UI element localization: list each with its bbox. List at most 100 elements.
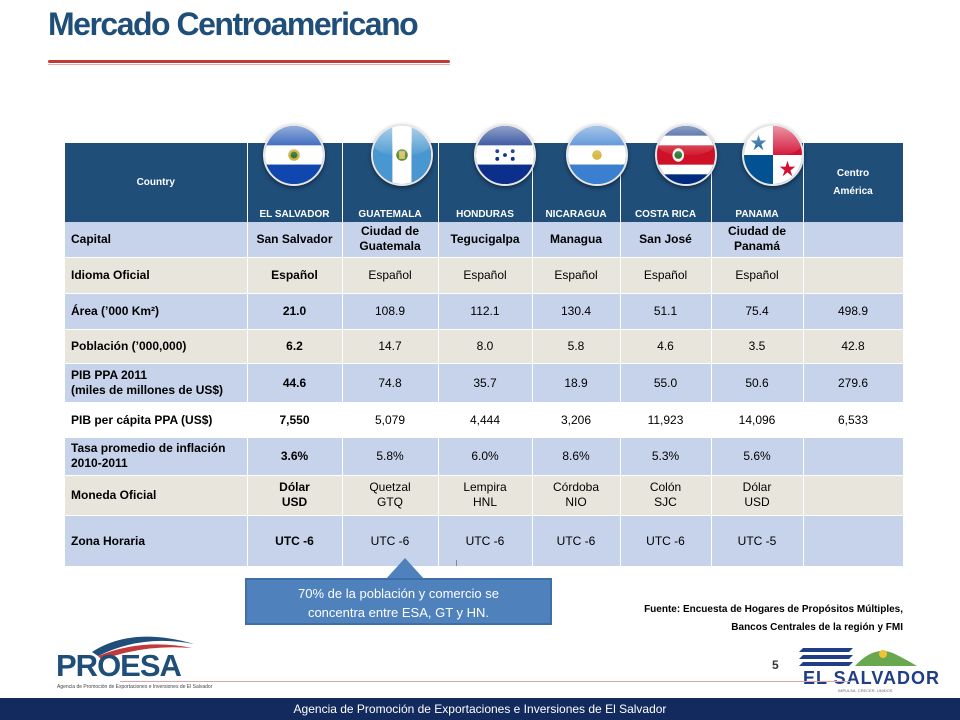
currency-code: USD	[744, 495, 770, 509]
table-cell	[803, 475, 904, 516]
table-cell: 14.7	[342, 329, 439, 364]
table-cell: Español	[711, 257, 804, 294]
table-row: Idioma Oficial Español Español Español E…	[65, 257, 904, 294]
currency-code: SJC	[654, 495, 677, 509]
table-cell: 3.5	[711, 329, 804, 364]
currency-name: Colón	[649, 480, 682, 494]
table-cell: 5.3%	[620, 437, 712, 476]
table-cell: UTC -6	[532, 515, 621, 567]
currency-code: GTQ	[377, 495, 403, 509]
table-cell: UTC -5	[711, 515, 804, 567]
table-cell: 498.9	[803, 293, 904, 330]
header-country-label: Country	[65, 143, 248, 222]
table-cell: Español	[532, 257, 621, 294]
currency-name: Dólar	[279, 480, 310, 494]
page-title: Mercado Centroamericano	[48, 6, 419, 42]
title-underline-shadow	[48, 64, 450, 65]
table-cell: Español	[247, 257, 343, 294]
table-cell: 44.6	[247, 363, 343, 403]
table-cell: 8.6%	[532, 437, 621, 476]
flag-gloss	[657, 126, 715, 155]
table-row: PIB per cápita PPA (US$) 7,550 5,079 4,4…	[65, 402, 904, 438]
header-region-line2: América	[833, 185, 873, 197]
table-cell: Managua	[532, 222, 621, 258]
table-cell: 4.6	[620, 329, 712, 364]
table-cell: 7,550	[247, 402, 343, 438]
table-cell: UTC -6	[247, 515, 343, 567]
table-cell: Ciudad de Panamá	[711, 222, 804, 258]
currency-code: USD	[281, 495, 308, 509]
footer-bar: Agencia de Promoción de Exportaciones e …	[0, 698, 960, 720]
table-cell: 18.9	[532, 363, 621, 403]
honduras-flag-icon	[474, 124, 536, 186]
header-region-line1: Centro	[836, 167, 870, 179]
header-central-america: Centro América	[803, 143, 904, 222]
row-label-language: Idioma Oficial	[65, 257, 248, 294]
table-row: Capital San Salvador Ciudad de Guatemala…	[65, 222, 904, 258]
currency-name: Dólar	[742, 480, 772, 494]
row-label-gdp-ppp: PIB PPA 2011 (miles de millones de US$)	[65, 363, 248, 403]
table-cell: San Salvador	[247, 222, 343, 258]
flag-gloss	[373, 126, 431, 155]
currency-code: HNL	[472, 495, 497, 509]
row-label-gdp-per-capita: PIB per cápita PPA (US$)	[65, 402, 248, 438]
table-cell: 42.8	[803, 329, 904, 364]
flag-gloss	[265, 126, 323, 155]
table-cell: Lempira HNL	[438, 475, 533, 516]
el-salvador-flag-icon	[263, 124, 325, 186]
table-cell: 279.6	[803, 363, 904, 403]
guatemala-flag-icon	[371, 124, 433, 186]
table-cell: 21.0	[247, 293, 343, 330]
table-cell: 3,206	[532, 402, 621, 438]
footer-divider	[120, 681, 850, 682]
row-label-area: Área (’000 Km²)	[65, 293, 248, 330]
currency-name: Quetzal	[369, 480, 411, 494]
table-cell: 6.0%	[438, 437, 533, 476]
flag-gloss	[568, 126, 626, 155]
el-salvador-brand-text: EL SALVADOR	[803, 668, 941, 688]
row-label-population: Población (’000,000)	[65, 329, 248, 364]
table-cell: 8.0	[438, 329, 533, 364]
table-cell: 74.8	[342, 363, 439, 403]
table-cell: UTC -6	[342, 515, 439, 567]
table-row: PIB PPA 2011 (miles de millones de US$) …	[65, 363, 904, 403]
table-cell: 130.4	[532, 293, 621, 330]
row-label-inflation: Tasa promedio de inflación 2010-2011	[65, 437, 248, 476]
divider-tick	[456, 560, 457, 566]
el-salvador-brand-logo-icon	[799, 648, 917, 666]
table-cell: Tegucigalpa	[438, 222, 533, 258]
currency-code: NIO	[565, 495, 587, 509]
callout-box: 70% de la población y comercio se concen…	[245, 578, 552, 625]
table-cell: 6.2	[247, 329, 343, 364]
table-row: Moneda Oficial Dólar USD Quetzal GTQ Lempi…	[65, 475, 904, 516]
table-row: Tasa promedio de inflación 2010-2011 3.6…	[65, 437, 904, 476]
table-row: Área (’000 Km²) 21.0 108.9 112.1 130.4 5…	[65, 293, 904, 330]
row-label-currency: Moneda Oficial	[65, 475, 248, 516]
table-cell	[803, 437, 904, 476]
table-cell: 14,096	[711, 402, 804, 438]
row-label-inflation-line1: Tasa promedio de inflación	[71, 441, 226, 455]
flag-gloss	[476, 126, 534, 155]
table-cell: UTC -6	[620, 515, 712, 567]
table-cell	[803, 222, 904, 258]
table-cell: 5.8%	[342, 437, 439, 476]
proesa-logo-text: PROESA	[56, 648, 182, 683]
currency-name: Córdoba	[552, 480, 600, 494]
table-cell: 50.6	[711, 363, 804, 403]
table-cell: 11,923	[620, 402, 712, 438]
panama-flag-icon	[742, 124, 804, 186]
table-row: Población (’000,000) 6.2 14.7 8.0 5.8 4.…	[65, 329, 904, 364]
page-number: 5	[772, 658, 779, 672]
table-cell	[803, 257, 904, 294]
table-cell: 5.6%	[711, 437, 804, 476]
table-cell: Dólar USD	[247, 475, 343, 516]
table-cell: 112.1	[438, 293, 533, 330]
table-cell: Español	[620, 257, 712, 294]
table-row: Zona Horaria UTC -6 UTC -6 UTC -6 UTC -6…	[65, 515, 904, 567]
table-cell: 5,079	[342, 402, 439, 438]
proesa-logo-subtitle: Agencia de Promoción de Exportaciones e …	[57, 684, 213, 690]
row-label-inflation-line2: 2010-2011	[71, 456, 128, 470]
table-cell: 55.0	[620, 363, 712, 403]
proesa-logo-icon	[92, 636, 194, 660]
table-cell: 4,444	[438, 402, 533, 438]
